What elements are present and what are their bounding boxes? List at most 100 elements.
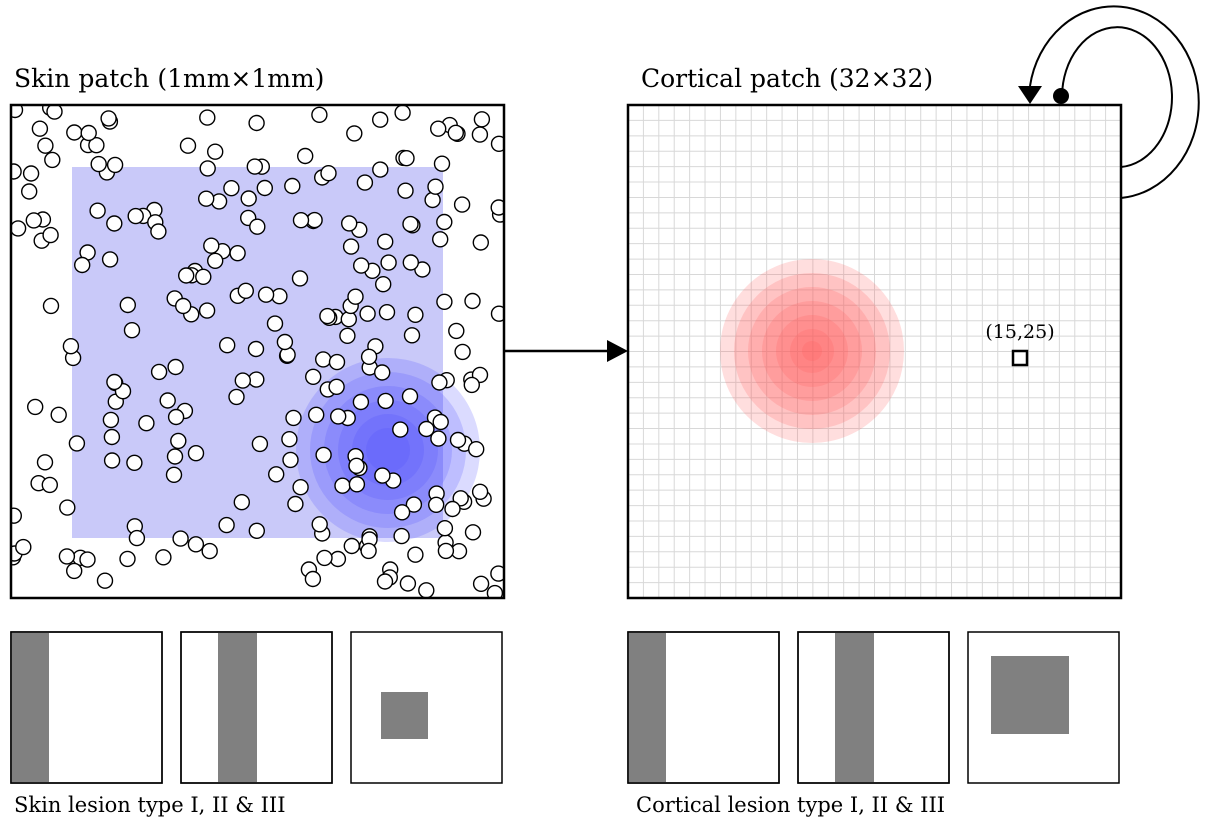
cortical-patch: (15,25) [626, 103, 1123, 600]
skin-receptor [44, 151, 61, 169]
skin-receptor [340, 311, 357, 328]
skin-receptor [90, 155, 107, 173]
skin-receptor [359, 305, 376, 322]
skin-receptor [341, 215, 358, 232]
skin-receptor [315, 446, 332, 464]
cortical-activity-ring [734, 273, 890, 429]
skin-receptor [427, 178, 444, 195]
skin-receptor [403, 327, 421, 344]
skin-receptor [251, 435, 269, 453]
skin-receptor [464, 524, 482, 541]
skin-receptor [436, 520, 454, 537]
skin-receptor [291, 270, 309, 287]
skin-receptor [378, 304, 396, 321]
skin-receptor [394, 105, 411, 121]
skin-receptor [179, 137, 197, 154]
skin-receptor [490, 305, 504, 322]
skin-receptor [405, 496, 423, 513]
skin-receptor [80, 124, 97, 142]
skin-receptor [402, 215, 419, 233]
skin-patch [9, 103, 506, 600]
skin-receptor [472, 575, 490, 592]
skin-receptor [392, 421, 409, 438]
skin-receptor [311, 516, 328, 533]
skin-receptor [257, 286, 275, 303]
skin-receptor [195, 268, 212, 285]
skin-receptor [138, 415, 155, 432]
cortical-unit-label: (15,25) [985, 321, 1054, 343]
cortical-lesion-type-i [627, 631, 780, 784]
skin-receptor [218, 337, 236, 354]
skin-receptor [59, 499, 76, 516]
skin-receptor [88, 136, 105, 154]
skin-receptor [432, 231, 449, 248]
skin-receptor [15, 538, 32, 556]
skin-receptor [106, 373, 123, 391]
skin-receptor [447, 124, 464, 142]
skin-receptor [248, 114, 265, 132]
skin-receptor [376, 573, 394, 590]
skin-receptor [11, 163, 22, 180]
skin-receptor [102, 411, 120, 429]
skin-receptor [433, 155, 451, 172]
skin-receptor [398, 149, 415, 167]
skin-receptor [356, 174, 374, 191]
skin-receptor [380, 254, 397, 271]
skin-receptor [444, 500, 461, 518]
skin-receptor [249, 218, 266, 235]
cortical-lesion-type-iii-area [991, 656, 1069, 734]
skin-receptor [399, 575, 417, 592]
skin-receptor [37, 137, 54, 154]
skin-receptor [256, 179, 273, 197]
inhibitory-loop-dot [1053, 88, 1069, 104]
skin-receptor [452, 490, 469, 507]
skin-receptor [297, 147, 314, 165]
cortical-activity-ring [748, 287, 876, 415]
skin-patch-title: Skin patch (1mm×1mm) [14, 64, 324, 93]
skin-receptor [199, 109, 216, 126]
skin-receptor [50, 406, 67, 423]
skin-receptor [201, 542, 218, 560]
skin-receptor [353, 257, 370, 274]
skin-receptor [155, 549, 172, 566]
skin-receptor [407, 546, 424, 563]
skin-receptor [100, 110, 117, 127]
skin-receptor [41, 476, 58, 494]
skin-receptor [348, 457, 365, 474]
cortical-activity-blob [720, 259, 904, 443]
skin-receptor [159, 392, 176, 409]
cortical-lesion-type-ii-area [835, 632, 874, 783]
skin-receptor [167, 408, 185, 426]
skin-receptor [167, 358, 184, 376]
skin-receptor [229, 244, 246, 262]
skin-receptor [454, 343, 471, 361]
cortical-lesion-type-i-area [628, 632, 666, 783]
skin-receptor [328, 378, 345, 395]
skin-receptor [375, 276, 392, 293]
skin-receptor [292, 479, 309, 496]
skin-receptor [165, 466, 183, 483]
skin-receptor [418, 582, 435, 598]
skin-receptor [65, 562, 83, 580]
skin-receptor [430, 120, 447, 137]
skin-receptor [282, 451, 299, 469]
skin-receptor [248, 371, 265, 388]
skin-receptor [319, 307, 336, 325]
skin-receptor [79, 551, 96, 568]
skin-receptor [287, 495, 304, 513]
skin-receptor [247, 340, 265, 358]
skin-receptor [306, 211, 323, 229]
skin-receptor [308, 406, 325, 423]
skin-receptor [119, 296, 137, 314]
skin-receptor [320, 164, 337, 182]
cortical-unit-marker [1011, 349, 1029, 367]
skin-receptor [276, 333, 294, 351]
skin-receptor [119, 550, 136, 568]
skin-receptor [174, 297, 192, 315]
skin-receptors [11, 105, 504, 598]
skin-receptor [343, 537, 360, 555]
skin-receptor [372, 161, 389, 178]
skin-receptor [187, 445, 205, 462]
skin-receptor [471, 483, 489, 500]
